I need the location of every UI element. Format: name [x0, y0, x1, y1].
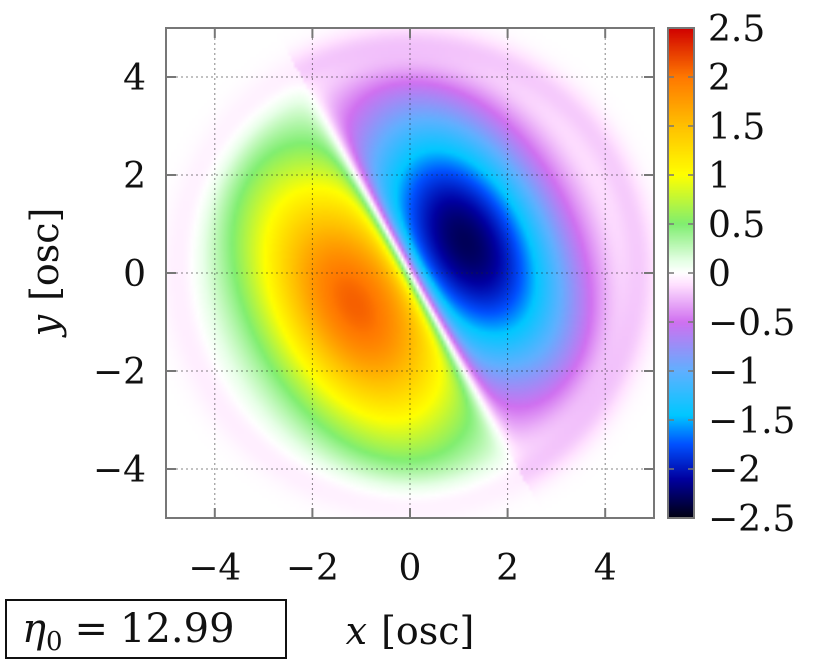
y-tick-label: −4 — [93, 450, 146, 491]
x-axis-ticks: −4 −2 0 2 4 — [188, 28, 617, 589]
x-tick-label: 4 — [594, 548, 617, 589]
eta-annotation-box — [5, 599, 287, 659]
colorbar-tick-label: −2.5 — [708, 499, 795, 540]
x-tick-label: 0 — [399, 548, 422, 589]
colorbar: 2.5 2 1.5 1 0.5 0 −0.5 −1 −1.5 −2 −2.5 — [667, 9, 795, 540]
y-tick-label: 2 — [123, 156, 146, 197]
colorbar-tick-label: 0 — [708, 254, 731, 295]
colorbar-tick-label: −1 — [708, 352, 761, 393]
x-tick-label: −2 — [286, 548, 339, 589]
colorbar-tick-label: 2 — [708, 58, 731, 99]
colorbar-tick-label: −2 — [708, 450, 761, 491]
colorbar-tick-label: 0.5 — [708, 205, 765, 246]
y-axis-label: y[osc] — [23, 208, 67, 339]
colorbar-tick-label: −1.5 — [708, 401, 795, 442]
y-axis-ticks: −4 −2 0 2 4 — [93, 58, 654, 491]
eta-annotation: η0 = 12.99 — [5, 599, 287, 659]
colorbar-tick-label: 2.5 — [708, 9, 765, 50]
x-axis-label: x [osc] — [346, 609, 475, 653]
y-tick-label: −2 — [93, 352, 146, 393]
colorbar-tick-label: 1.5 — [708, 107, 765, 148]
colorbar-ticks: 2.5 2 1.5 1 0.5 0 −0.5 −1 −1.5 −2 −2.5 — [668, 9, 795, 540]
eta-annotation-text: η0 = 12.99 — [22, 606, 235, 657]
y-tick-label: 0 — [123, 254, 146, 295]
colorbar-tick-label: 1 — [708, 156, 731, 197]
colorbar-tick-label: −0.5 — [708, 303, 795, 344]
x-tick-label: 2 — [496, 548, 519, 589]
y-tick-label: 4 — [123, 58, 146, 99]
heatmap-plot-area: −4 −2 0 2 4 −4 −2 0 2 4 — [93, 27, 655, 589]
grid-lines — [166, 28, 654, 518]
x-tick-label: −4 — [188, 548, 241, 589]
